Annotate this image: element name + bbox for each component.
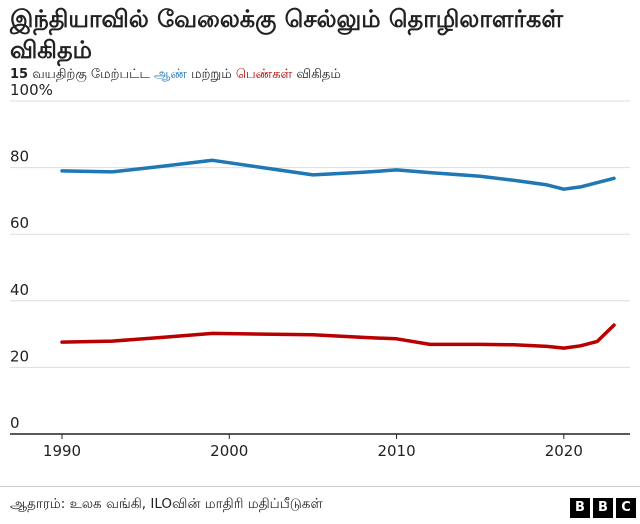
subtitle-pre: வயதிற்கு மேற்பட்ட — [32, 67, 150, 82]
y-tick-label: 0 — [10, 414, 20, 432]
x-tick-label: 2000 — [210, 442, 248, 460]
women-series-line — [60, 323, 616, 350]
bbc-logo: B B C — [570, 498, 636, 518]
y-tick-label: 80 — [10, 148, 29, 166]
logo-letter: B — [570, 498, 590, 518]
subtitle-age: 15 — [10, 67, 29, 82]
x-tick-label: 1990 — [43, 442, 81, 460]
logo-letter: C — [616, 498, 636, 518]
subtitle-women-label: பெண்கள் — [235, 67, 293, 82]
y-tick-label: 20 — [10, 347, 29, 365]
subtitle-men-label: ஆண் — [153, 67, 187, 82]
men-series-line — [60, 158, 616, 191]
footer-divider — [0, 486, 640, 487]
subtitle-mid: மற்றும் — [191, 67, 232, 82]
chart-title: இந்தியாவில் வேலைக்கு செல்லும் தொழிலாளர்க… — [10, 5, 564, 64]
source-note: ஆதாரம்: உலக வங்கி, ILOவின் மாதிரி மதிப்ப… — [10, 496, 323, 512]
chart-subtitle: 15 வயதிற்கு மேற்பட்ட ஆண் மற்றும் பெண்கள்… — [10, 66, 630, 84]
x-tick-label: 2020 — [545, 442, 583, 460]
y-tick-label: 60 — [10, 214, 29, 232]
line-chart: 0 20 40 60 80 100% 1990 2000 2010 2020 — [10, 81, 630, 460]
subtitle-post: விகிதம் — [296, 67, 341, 82]
logo-letter: B — [593, 498, 613, 518]
x-tick-label: 2010 — [377, 442, 415, 460]
y-tick-label: 40 — [10, 281, 29, 299]
y-tick-label: 100% — [10, 81, 53, 99]
